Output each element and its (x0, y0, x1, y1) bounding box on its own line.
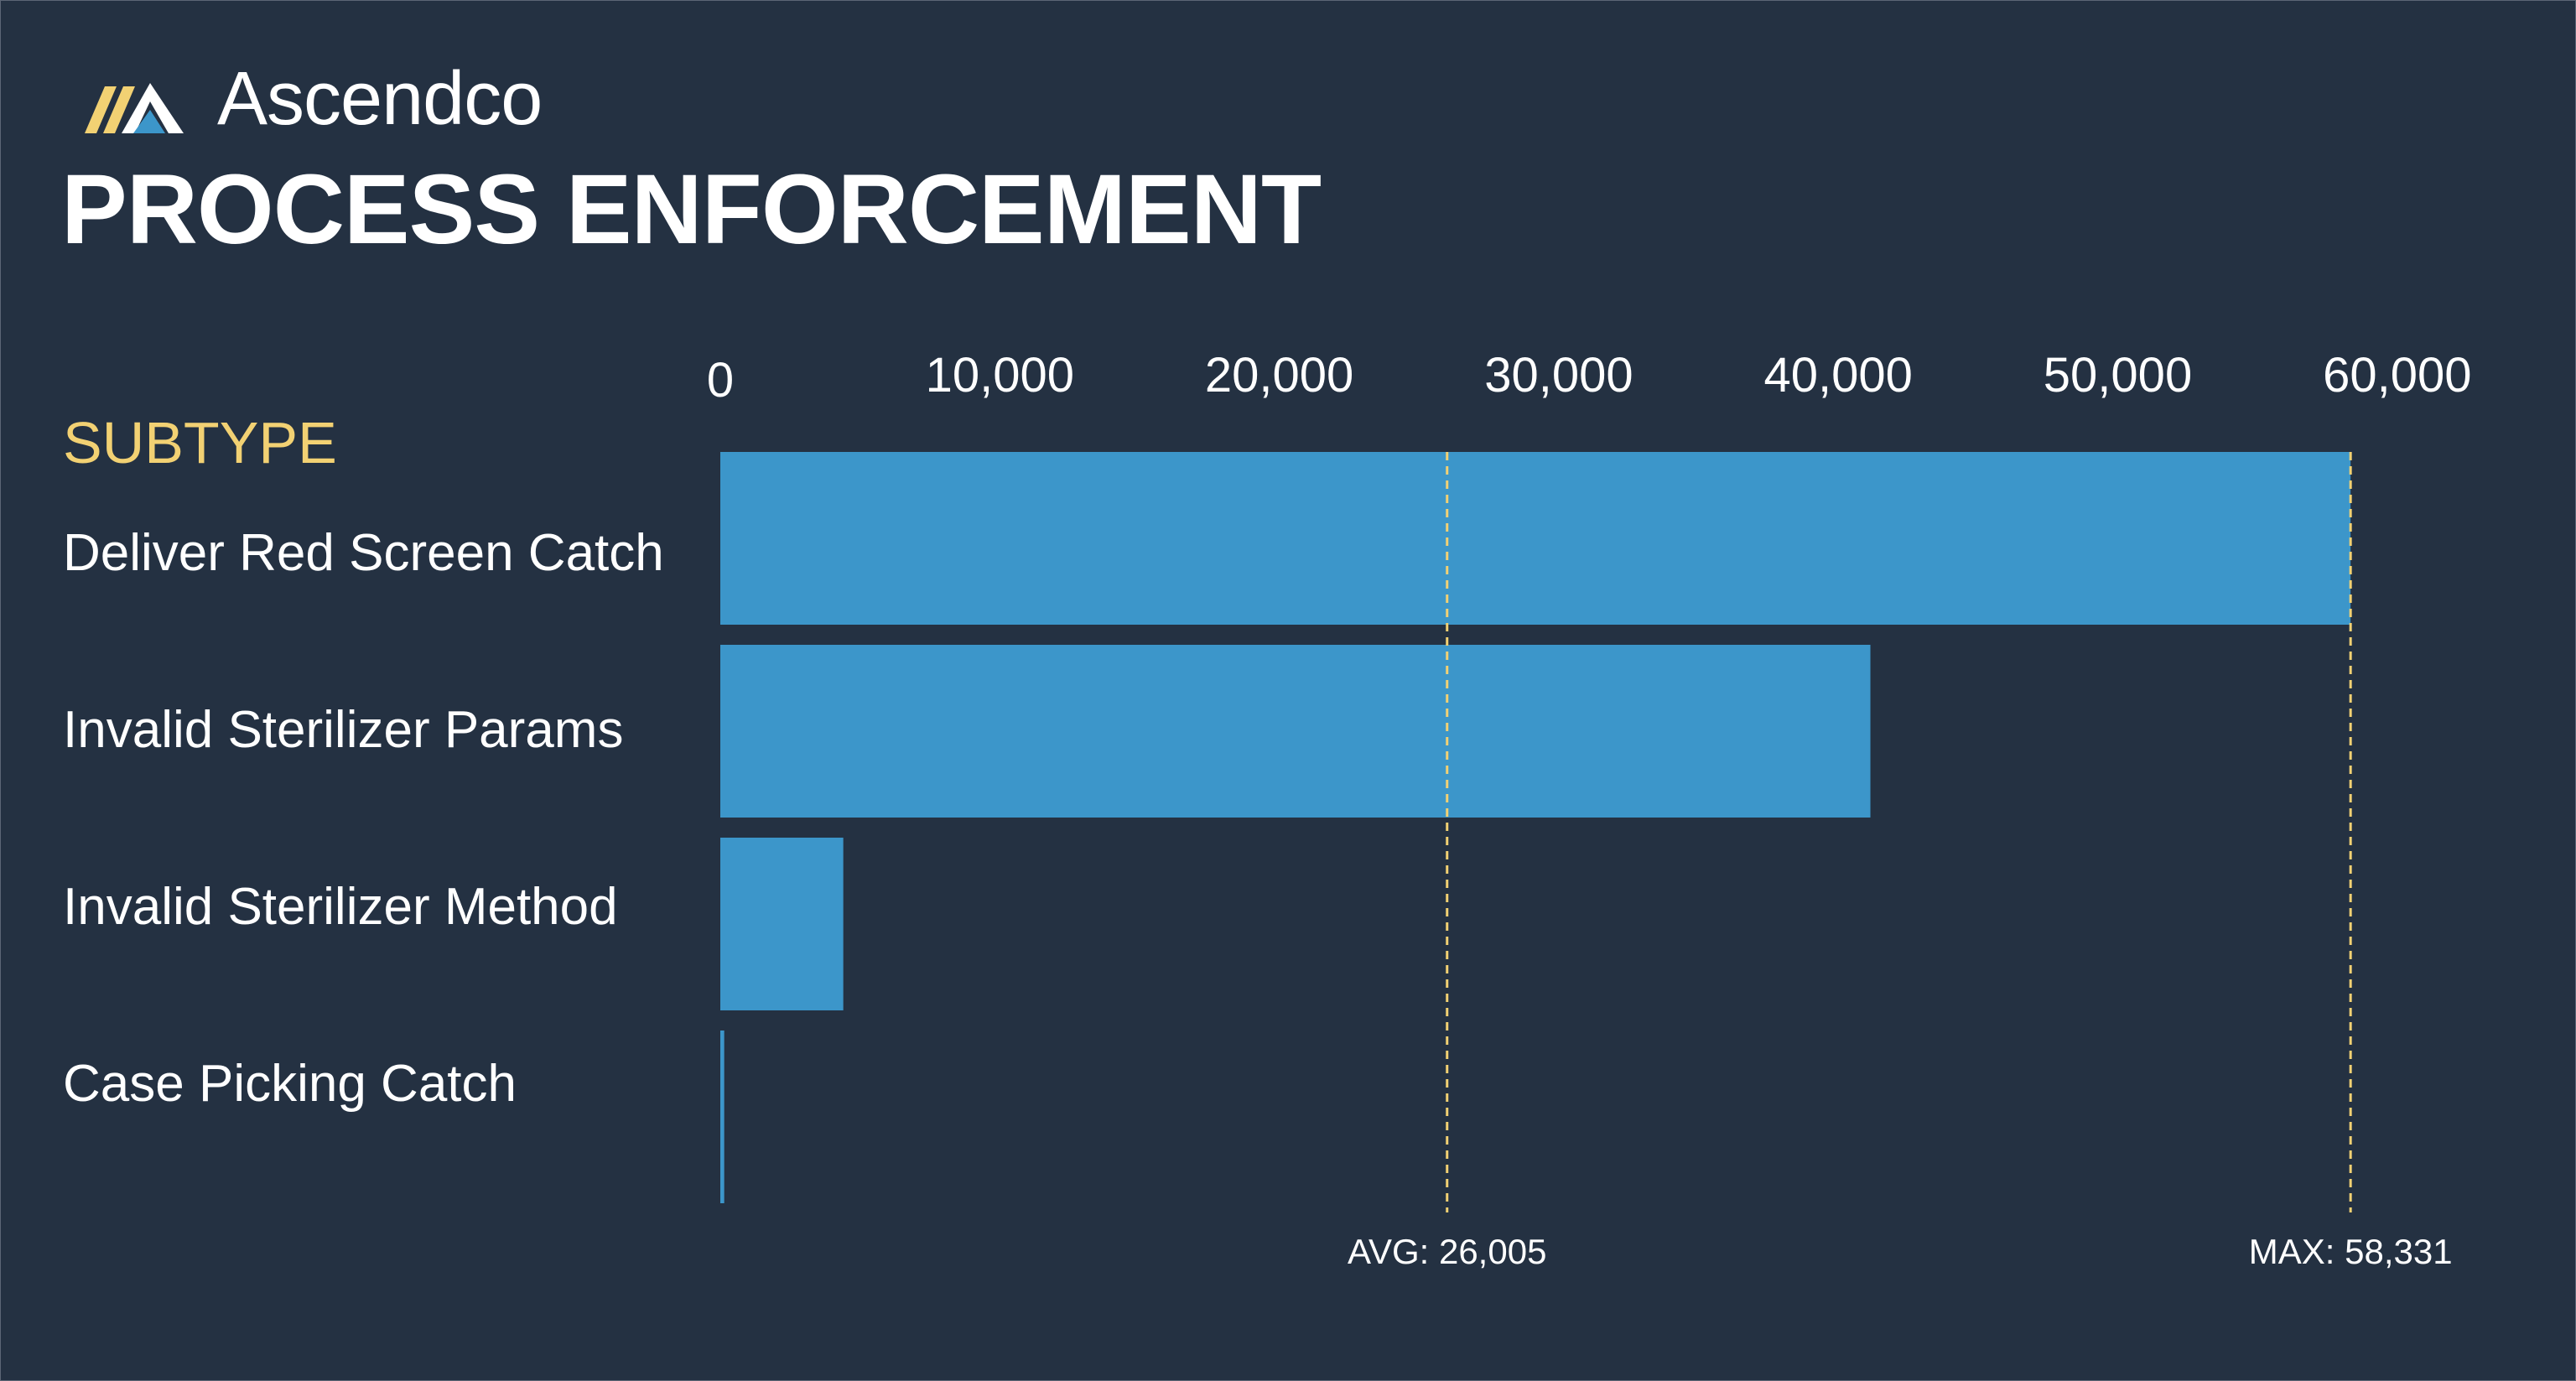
x-tick-label: 50,000 (2044, 348, 2192, 402)
x-tick-label: 60,000 (2323, 348, 2471, 402)
bar (720, 645, 1871, 818)
ascendco-logo-icon (85, 83, 184, 133)
category-header: SUBTYPE (63, 410, 337, 475)
bar (720, 452, 2351, 625)
bar (720, 838, 844, 1010)
x-tick-label: 0 (707, 353, 734, 408)
bars (720, 452, 2351, 1203)
reference-line-label: MAX: 58,331 (2249, 1232, 2453, 1271)
reference-line-label: AVG: 26,005 (1348, 1232, 1546, 1271)
category-label: Invalid Sterilizer Params (63, 701, 624, 759)
category-label: Case Picking Catch (63, 1055, 517, 1113)
category-label: Deliver Red Screen Catch (63, 524, 664, 582)
x-axis-ticks: 0 10,000 20,000 30,000 40,000 50,000 60,000 (707, 348, 2472, 408)
brand-name: Ascendco (217, 57, 543, 141)
bar (720, 1031, 724, 1203)
x-tick-label: 40,000 (1763, 348, 1912, 402)
reference-lines: AVG: 26,005 MAX: 58,331 (1348, 452, 2453, 1271)
x-tick-label: 30,000 (1484, 348, 1633, 402)
page-title: PROCESS ENFORCEMENT (61, 154, 1322, 265)
x-tick-label: 20,000 (1205, 348, 1353, 402)
category-label: Invalid Sterilizer Method (63, 878, 618, 936)
x-tick-label: 10,000 (926, 348, 1074, 402)
